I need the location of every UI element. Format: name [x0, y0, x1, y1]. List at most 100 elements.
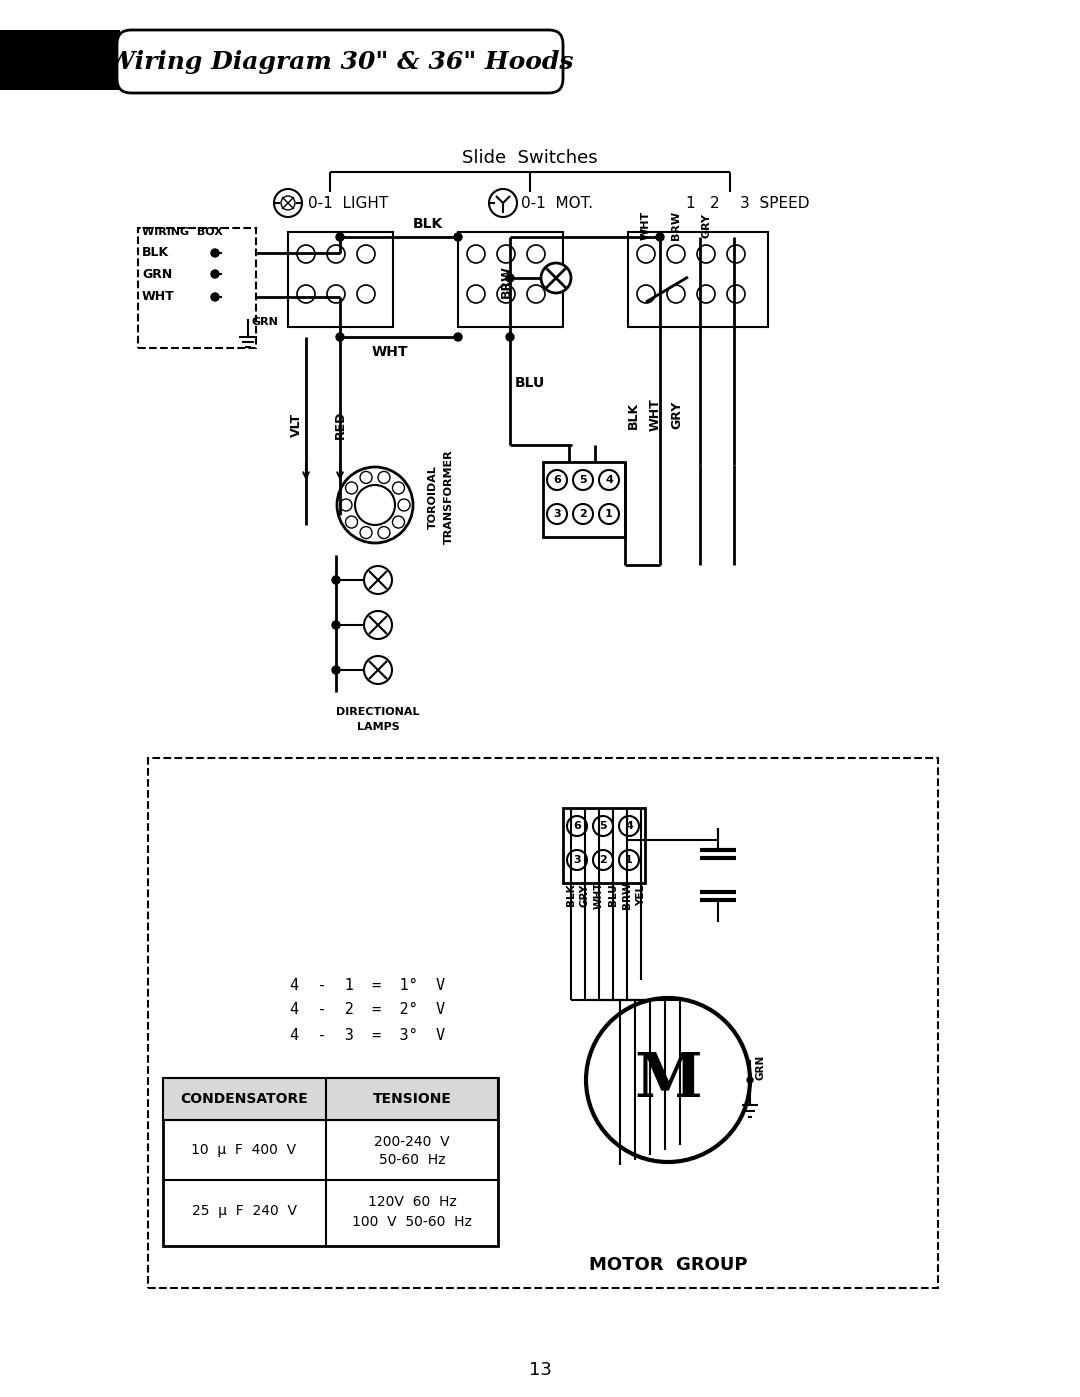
- Text: LAMPS: LAMPS: [356, 722, 400, 732]
- Text: 25  μ  F  240  V: 25 μ F 240 V: [191, 1204, 297, 1218]
- Bar: [138, 228, 256, 348]
- Text: GRN: GRN: [141, 267, 172, 281]
- Circle shape: [336, 233, 345, 242]
- Circle shape: [637, 244, 654, 263]
- Text: BLK: BLK: [413, 217, 443, 231]
- Circle shape: [364, 610, 392, 638]
- Text: 4  -  2  =  2°  V: 4 - 2 = 2° V: [291, 1003, 445, 1017]
- Circle shape: [573, 504, 593, 524]
- Circle shape: [567, 816, 588, 835]
- Text: BRW: BRW: [622, 882, 632, 909]
- Text: 6: 6: [553, 475, 561, 485]
- Text: BLK: BLK: [141, 246, 170, 260]
- Circle shape: [332, 666, 340, 673]
- Text: 120V  60  Hz: 120V 60 Hz: [367, 1194, 457, 1208]
- Text: WIRING  BOX: WIRING BOX: [141, 226, 222, 237]
- Circle shape: [599, 504, 619, 524]
- Bar: [563, 807, 645, 883]
- Circle shape: [497, 285, 515, 303]
- Text: BRW: BRW: [499, 265, 513, 299]
- Text: GRN: GRN: [756, 1055, 766, 1080]
- Circle shape: [637, 285, 654, 303]
- Circle shape: [346, 515, 357, 528]
- Text: BLK: BLK: [566, 884, 576, 907]
- Text: 200-240  V: 200-240 V: [374, 1134, 449, 1148]
- Text: MOTOR  GROUP: MOTOR GROUP: [589, 1256, 747, 1274]
- Circle shape: [378, 471, 390, 483]
- Circle shape: [527, 285, 545, 303]
- Circle shape: [586, 997, 750, 1162]
- Text: BLU: BLU: [515, 376, 545, 390]
- Circle shape: [357, 285, 375, 303]
- Circle shape: [593, 849, 613, 870]
- Circle shape: [364, 657, 392, 685]
- Circle shape: [364, 566, 392, 594]
- Circle shape: [211, 293, 219, 300]
- Circle shape: [527, 244, 545, 263]
- Circle shape: [489, 189, 517, 217]
- Circle shape: [340, 499, 352, 511]
- Text: GRY: GRY: [671, 401, 684, 429]
- Text: BLU: BLU: [608, 884, 618, 907]
- Text: 1: 1: [625, 855, 633, 865]
- Text: 5: 5: [579, 475, 586, 485]
- Text: YEL: YEL: [636, 884, 646, 905]
- Circle shape: [619, 816, 639, 835]
- Circle shape: [546, 504, 567, 524]
- Text: GRY: GRY: [580, 883, 590, 907]
- Text: TENSIONE: TENSIONE: [373, 1092, 451, 1106]
- Circle shape: [274, 189, 302, 217]
- Bar: [288, 232, 393, 327]
- Circle shape: [697, 285, 715, 303]
- Text: WHT: WHT: [594, 882, 604, 909]
- Circle shape: [727, 285, 745, 303]
- Circle shape: [747, 1077, 753, 1083]
- Text: 3: 3: [553, 509, 561, 520]
- Circle shape: [541, 263, 571, 293]
- Text: 100  V  50-60  Hz: 100 V 50-60 Hz: [352, 1215, 472, 1229]
- Circle shape: [327, 244, 345, 263]
- Circle shape: [619, 849, 639, 870]
- Circle shape: [667, 244, 685, 263]
- Bar: [0, 29, 120, 89]
- Text: Wiring Diagram 30" & 36" Hoods: Wiring Diagram 30" & 36" Hoods: [107, 50, 573, 74]
- Circle shape: [297, 244, 315, 263]
- Circle shape: [357, 244, 375, 263]
- Text: WHT: WHT: [141, 291, 175, 303]
- Text: GRY: GRY: [701, 212, 711, 237]
- Text: TOROIDAL: TOROIDAL: [428, 465, 438, 529]
- Text: 3: 3: [573, 855, 581, 865]
- Text: RED: RED: [334, 411, 347, 439]
- Circle shape: [392, 515, 405, 528]
- Bar: [163, 1078, 498, 1120]
- Text: 13: 13: [528, 1361, 552, 1379]
- Bar: [627, 232, 768, 327]
- Circle shape: [507, 332, 514, 341]
- Circle shape: [355, 485, 395, 525]
- Text: 4  -  1  =  1°  V: 4 - 1 = 1° V: [291, 978, 445, 992]
- Circle shape: [697, 244, 715, 263]
- Circle shape: [454, 332, 462, 341]
- Text: 2: 2: [711, 196, 719, 211]
- Text: TRANSFORMER: TRANSFORMER: [444, 450, 454, 545]
- Circle shape: [281, 196, 295, 210]
- Text: 4: 4: [625, 821, 633, 831]
- Circle shape: [599, 469, 619, 490]
- FancyBboxPatch shape: [117, 29, 563, 94]
- Text: 6: 6: [573, 821, 581, 831]
- Text: 50-60  Hz: 50-60 Hz: [379, 1153, 445, 1166]
- Circle shape: [567, 849, 588, 870]
- Circle shape: [454, 233, 462, 242]
- Circle shape: [467, 285, 485, 303]
- Text: 1: 1: [605, 509, 612, 520]
- Text: 2: 2: [599, 855, 607, 865]
- Text: 0-1  LIGHT: 0-1 LIGHT: [308, 196, 388, 211]
- Text: M: M: [634, 1051, 702, 1111]
- Circle shape: [467, 244, 485, 263]
- Text: VLT: VLT: [289, 414, 302, 437]
- Text: 4  -  3  =  3°  V: 4 - 3 = 3° V: [291, 1028, 445, 1042]
- Circle shape: [593, 816, 613, 835]
- Text: 5: 5: [599, 821, 607, 831]
- Text: WHT: WHT: [648, 398, 661, 432]
- Circle shape: [336, 332, 345, 341]
